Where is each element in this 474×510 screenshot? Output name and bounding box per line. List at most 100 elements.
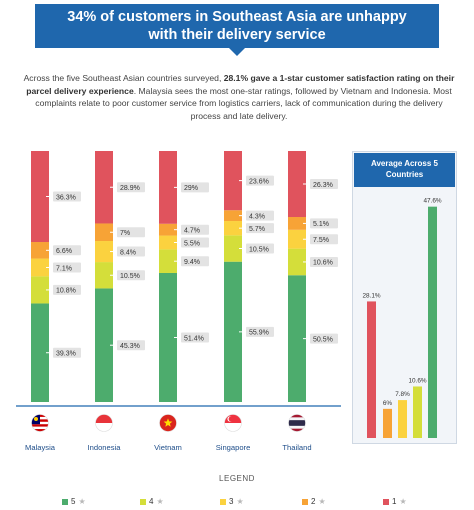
value-label-bg <box>181 237 209 248</box>
value-label-bg <box>53 347 81 358</box>
bar-segment-vietnam-2-star <box>159 223 177 236</box>
value-label-bg <box>246 175 274 186</box>
value-label-bg <box>117 182 145 193</box>
value-label: 7.1% <box>56 265 72 272</box>
bar-segment-singapore-2-star <box>224 210 242 222</box>
bar-segment-malaysia-4-star <box>31 276 49 304</box>
indonesia-flag-icon <box>95 414 113 432</box>
value-label: 6.6% <box>56 248 72 255</box>
bar-segment-singapore-3-star <box>224 221 242 236</box>
average-value-label: 28.1% <box>362 292 380 299</box>
bar-segment-vietnam-1-star <box>159 151 177 224</box>
legend-item-3-star: 3 ★ <box>220 497 244 506</box>
value-label: 5.5% <box>184 240 200 247</box>
value-label-bg <box>117 270 145 281</box>
star-icon: ★ <box>318 497 326 506</box>
average-value-label: 7.8% <box>395 391 410 398</box>
value-label-bg <box>181 182 209 193</box>
average-value-label: 6% <box>383 400 393 407</box>
bar-segment-indonesia-3-star <box>95 241 113 263</box>
value-label: 39.3% <box>56 351 76 358</box>
average-bar-2-star <box>383 408 392 438</box>
value-label-bg <box>53 191 81 202</box>
bar-segment-vietnam-4-star <box>159 249 177 273</box>
legend-label: 2 <box>311 497 316 506</box>
value-label-bg <box>246 223 274 234</box>
average-value-label: 10.6% <box>408 377 426 384</box>
star-icon: ★ <box>399 497 407 506</box>
value-label: 7% <box>120 230 130 237</box>
singapore-flag-icon <box>224 414 242 432</box>
country-label-singapore: Singapore <box>216 443 251 452</box>
value-label: 51.4% <box>184 335 204 342</box>
value-label: 8.4% <box>120 249 136 256</box>
malaysia-flag-icon <box>31 414 49 432</box>
average-value-label: 47.6% <box>423 198 441 205</box>
value-label: 28.9% <box>120 185 140 192</box>
star-icon: ★ <box>78 497 86 506</box>
value-label-bg <box>310 256 338 267</box>
title-line-2: with their delivery service <box>148 27 326 43</box>
legend-label: 4 <box>149 497 154 506</box>
value-label: 55.9% <box>249 330 269 337</box>
value-label-bg <box>181 332 209 343</box>
value-label: 5.7% <box>249 226 265 233</box>
bar-segment-thailand-2-star <box>288 217 306 230</box>
bar-segment-thailand-3-star <box>288 229 306 249</box>
value-label-bg <box>117 340 145 351</box>
legend-swatch <box>62 498 68 505</box>
value-label: 5.1% <box>313 221 329 228</box>
legend-item-5-star: 5 ★ <box>62 497 86 506</box>
legend-swatch <box>140 498 146 505</box>
star-icon: ★ <box>156 497 164 506</box>
legend-item-2-star: 2 ★ <box>302 497 326 506</box>
legend-title: LEGEND <box>219 474 255 483</box>
country-label-vietnam: Vietnam <box>154 443 182 452</box>
value-label-bg <box>246 326 274 337</box>
value-label-bg <box>53 245 81 256</box>
intro-text-1: Across the five Southeast Asian countrie… <box>23 73 224 83</box>
average-bar-4-star <box>413 386 422 438</box>
value-label-bg <box>246 243 274 254</box>
star-icon: ★ <box>236 497 244 506</box>
bar-segment-malaysia-2-star <box>31 242 49 259</box>
value-label-bg <box>53 262 81 273</box>
average-bar-3-star <box>398 400 407 438</box>
value-label: 26.3% <box>313 182 333 189</box>
value-label: 23.6% <box>249 178 269 185</box>
value-label: 50.5% <box>313 336 333 343</box>
value-label: 45.3% <box>120 343 140 350</box>
country-label-thailand: Thailand <box>282 443 311 452</box>
average-bar-1-star <box>367 301 376 438</box>
country-label-indonesia: Indonesia <box>88 443 122 452</box>
vietnam-flag-icon <box>159 414 177 432</box>
intro-paragraph: Across the five Southeast Asian countrie… <box>22 72 456 122</box>
bar-segment-malaysia-1-star <box>31 151 49 243</box>
value-label: 9.4% <box>184 259 200 266</box>
average-bar-5-star <box>428 206 437 438</box>
intro-bold-text: 28.1% gave a 1-star customer satisfactio… <box>26 73 455 96</box>
value-label: 4.7% <box>184 227 200 234</box>
bar-segment-indonesia-5-star <box>95 288 113 402</box>
value-label: 4.3% <box>249 213 265 220</box>
value-label-bg <box>117 227 145 238</box>
value-label: 10.6% <box>313 260 333 267</box>
value-label-bg <box>310 218 338 229</box>
legend-label: 3 <box>229 497 234 506</box>
value-label-bg <box>181 224 209 235</box>
bar-segment-malaysia-5-star <box>31 303 49 402</box>
legend-item-1-star: 1 ★ <box>383 497 407 506</box>
value-label-bg <box>246 210 274 221</box>
value-label: 7.5% <box>313 237 329 244</box>
value-label-bg <box>310 234 338 245</box>
bar-segment-indonesia-4-star <box>95 262 113 289</box>
title-line-1: 34% of customers in Southeast Asia are u… <box>67 9 407 25</box>
legend-swatch <box>220 498 226 505</box>
bar-segment-indonesia-2-star <box>95 223 113 242</box>
value-label-bg <box>310 333 338 344</box>
thailand-flag-icon <box>288 414 306 432</box>
value-label: 10.8% <box>56 288 76 295</box>
value-label-bg <box>181 256 209 267</box>
value-label-bg <box>310 179 338 190</box>
